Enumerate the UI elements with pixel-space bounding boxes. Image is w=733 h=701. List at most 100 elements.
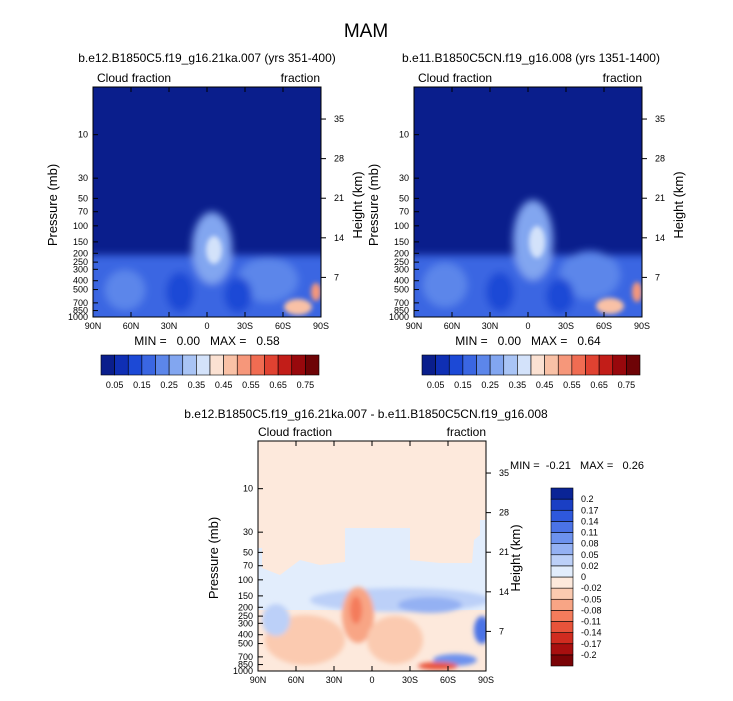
y-tick-label: 10 xyxy=(399,130,409,140)
y-tick-label: 700 xyxy=(394,298,409,308)
panel-2-right-label: fraction xyxy=(603,71,642,85)
panel-3-stats: MIN = -0.21 MAX = 0.26 xyxy=(510,460,644,472)
colorbar-swatch xyxy=(612,354,627,376)
colorbar-label: -0.11 xyxy=(581,617,601,627)
x-tick-label: 90N xyxy=(250,675,267,685)
panel-2-ylabel-right: Height (km) xyxy=(671,171,686,238)
panel-2-title: b.e11.B1850C5CN.f19_g16.008 (yrs 1351-14… xyxy=(402,51,660,65)
x-tick-label: 60S xyxy=(596,321,612,331)
colorbar-label: 0.35 xyxy=(509,380,527,390)
panel-3-colorbar: 0.20.170.140.110.080.050.020-0.02-0.05-0… xyxy=(550,487,602,667)
x-tick-label: 90N xyxy=(85,321,102,331)
y-tick-label: 300 xyxy=(238,618,253,628)
y-tick-label: 1000 xyxy=(233,666,253,676)
y-tick-label: 50 xyxy=(243,547,253,557)
panel-3-right-label: fraction xyxy=(447,425,486,439)
y-tick-label: 70 xyxy=(78,207,88,217)
colorbar-label: 0.75 xyxy=(618,380,636,390)
x-tick-label: 90N xyxy=(406,321,423,331)
x-tick-label: 60N xyxy=(288,675,305,685)
colorbar-swatch xyxy=(305,354,320,376)
y-right-tick-label: 21 xyxy=(334,193,344,203)
panel-1-ylabel-right: Height (km) xyxy=(350,171,365,238)
panel-3-field-pos-tropic-core xyxy=(350,596,362,624)
y-tick-label: 1000 xyxy=(68,312,88,322)
colorbar-label: 0.08 xyxy=(581,539,599,549)
x-tick-label: 60S xyxy=(440,675,456,685)
x-tick-label: 30N xyxy=(161,321,178,331)
panel-3-title: b.e12.B1850C5.f19_g16.21ka.007 - b.e11.B… xyxy=(184,407,548,421)
panel-3-axes: 90N 60N 30N 0 30S 60S 90S103050701001502002503… xyxy=(233,441,509,685)
panel-2-field-nh-midlat xyxy=(423,263,467,307)
panel-1-field-nh-midlat xyxy=(105,270,145,310)
y-tick-label: 50 xyxy=(399,193,409,203)
colorbar-swatch xyxy=(550,509,574,522)
colorbar-label: -0.08 xyxy=(581,605,602,615)
panel-3-field-neg-core xyxy=(398,597,462,613)
panel-3: b.e12.B1850C5.f19_g16.21ka.007 - b.e11.B… xyxy=(184,407,644,685)
colorbar-swatch xyxy=(250,354,265,376)
x-tick-label: 60S xyxy=(275,321,291,331)
panel-3-field-pos-sh xyxy=(367,616,423,664)
panel-1-colorbar: 0.05 0.15 0.25 0.35 0.45 0.55 0.65 0.75 xyxy=(100,354,320,390)
colorbar-label: 0.14 xyxy=(581,516,599,526)
panel-2-ylabel: Pressure (mb) xyxy=(366,164,381,246)
colorbar-swatch xyxy=(550,543,574,556)
colorbar-swatch xyxy=(114,354,129,376)
y-tick-label: 100 xyxy=(238,575,253,585)
panel-3-field-pos-sh-surface xyxy=(418,662,458,670)
y-tick-label: 150 xyxy=(238,591,253,601)
y-tick-label: 10 xyxy=(243,484,253,494)
panel-1-left-label: Cloud fraction xyxy=(97,71,171,85)
colorbar-swatch xyxy=(550,487,574,500)
colorbar-swatch xyxy=(196,354,211,376)
colorbar-swatch xyxy=(182,354,197,376)
panel-1-axes: 90N 60N 30N 0 30S 60S 90S103050701001502002503… xyxy=(68,87,344,331)
colorbar-label: 0.05 xyxy=(106,380,124,390)
panel-3-field xyxy=(258,441,486,671)
y-right-tick-label: 7 xyxy=(499,626,504,636)
y-tick-label: 300 xyxy=(73,264,88,274)
y-tick-label: 500 xyxy=(73,285,88,295)
colorbar-label: 0.2 xyxy=(581,494,594,504)
y-tick-label: 850 xyxy=(394,306,409,316)
colorbar-swatch xyxy=(277,354,293,376)
colorbar-swatch xyxy=(550,554,574,567)
colorbar-swatch xyxy=(421,354,436,376)
panel-1-field-core xyxy=(206,236,222,264)
colorbar-swatch xyxy=(598,354,614,376)
y-tick-label: 400 xyxy=(238,630,253,640)
panel-1-field xyxy=(93,87,321,317)
panel-3-field-neg-band xyxy=(310,588,486,612)
colorbar-swatch xyxy=(585,354,600,376)
y-right-tick-label: 14 xyxy=(334,233,344,243)
y-right-tick-label: 28 xyxy=(334,154,344,164)
colorbar-swatch xyxy=(550,498,574,511)
colorbar-swatch xyxy=(550,643,574,656)
x-tick-label: 30S xyxy=(402,675,418,685)
colorbar-swatch xyxy=(223,354,238,376)
colorbar-swatch xyxy=(448,354,464,376)
panel-2-field-subtrop-dry-n xyxy=(486,272,514,312)
y-right-tick-label: 35 xyxy=(499,468,509,478)
panel-2: b.e11.B1850C5CN.f19_g16.008 (yrs 1351-14… xyxy=(366,51,686,390)
colorbar-label: 0.11 xyxy=(581,528,598,538)
panel-1-field-subtrop-dry-s xyxy=(224,277,252,313)
colorbar-swatch xyxy=(571,354,586,376)
panel-1-ylabel: Pressure (mb) xyxy=(45,164,60,246)
y-tick-label: 100 xyxy=(73,221,88,231)
colorbar-label: 0.05 xyxy=(581,550,599,560)
y-tick-label: 200 xyxy=(394,248,409,258)
colorbar-swatch xyxy=(550,610,574,622)
colorbar-swatch xyxy=(489,354,505,376)
colorbar-label: 0.05 xyxy=(427,380,445,390)
x-tick-label: 60N xyxy=(123,321,140,331)
y-tick-label: 700 xyxy=(73,298,88,308)
colorbar-swatch xyxy=(550,532,574,544)
y-right-tick-label: 14 xyxy=(499,587,509,597)
panel-1: b.e12.B1850C5.f19_g16.21ka.007 (yrs 351-… xyxy=(45,51,365,390)
y-tick-label: 70 xyxy=(243,561,253,571)
colorbar-label: 0.45 xyxy=(536,380,554,390)
colorbar-label: 0.15 xyxy=(133,380,151,390)
x-tick-label: 30S xyxy=(558,321,574,331)
